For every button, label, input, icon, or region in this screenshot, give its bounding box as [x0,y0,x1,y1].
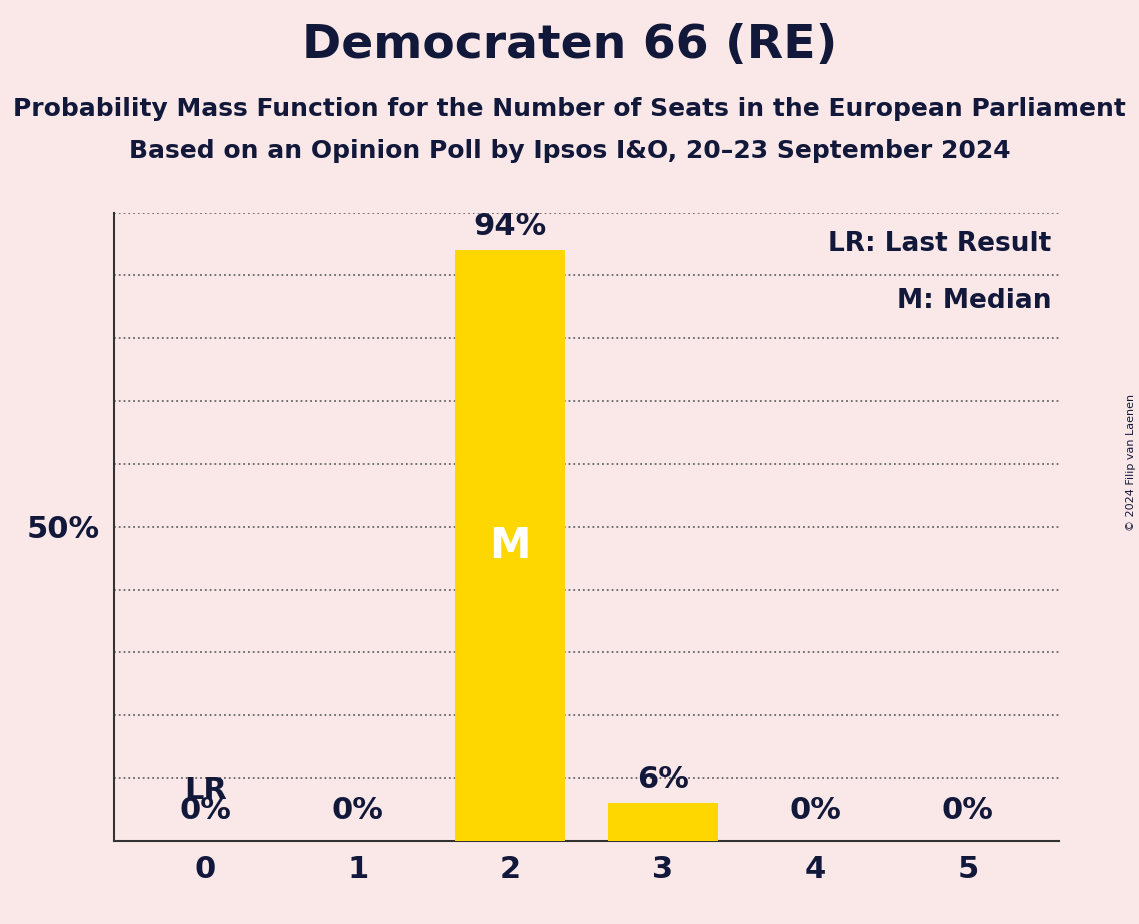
Text: M: Median: M: Median [898,288,1051,314]
Text: © 2024 Filip van Laenen: © 2024 Filip van Laenen [1126,394,1136,530]
Text: 0%: 0% [789,796,842,825]
Text: 0%: 0% [331,796,384,825]
Text: LR: Last Result: LR: Last Result [828,231,1051,258]
Text: Based on an Opinion Poll by Ipsos I&O, 20–23 September 2024: Based on an Opinion Poll by Ipsos I&O, 2… [129,139,1010,163]
Text: 0%: 0% [942,796,993,825]
Bar [608,803,718,841]
Bar [456,250,565,841]
Text: 6%: 6% [637,765,689,794]
Text: 94%: 94% [474,212,547,241]
Text: Probability Mass Function for the Number of Seats in the European Parliament: Probability Mass Function for the Number… [13,97,1126,121]
Text: M: M [490,525,531,566]
Text: Democraten 66 (RE): Democraten 66 (RE) [302,23,837,68]
Text: 0%: 0% [180,796,231,825]
Text: LR: LR [185,776,227,805]
